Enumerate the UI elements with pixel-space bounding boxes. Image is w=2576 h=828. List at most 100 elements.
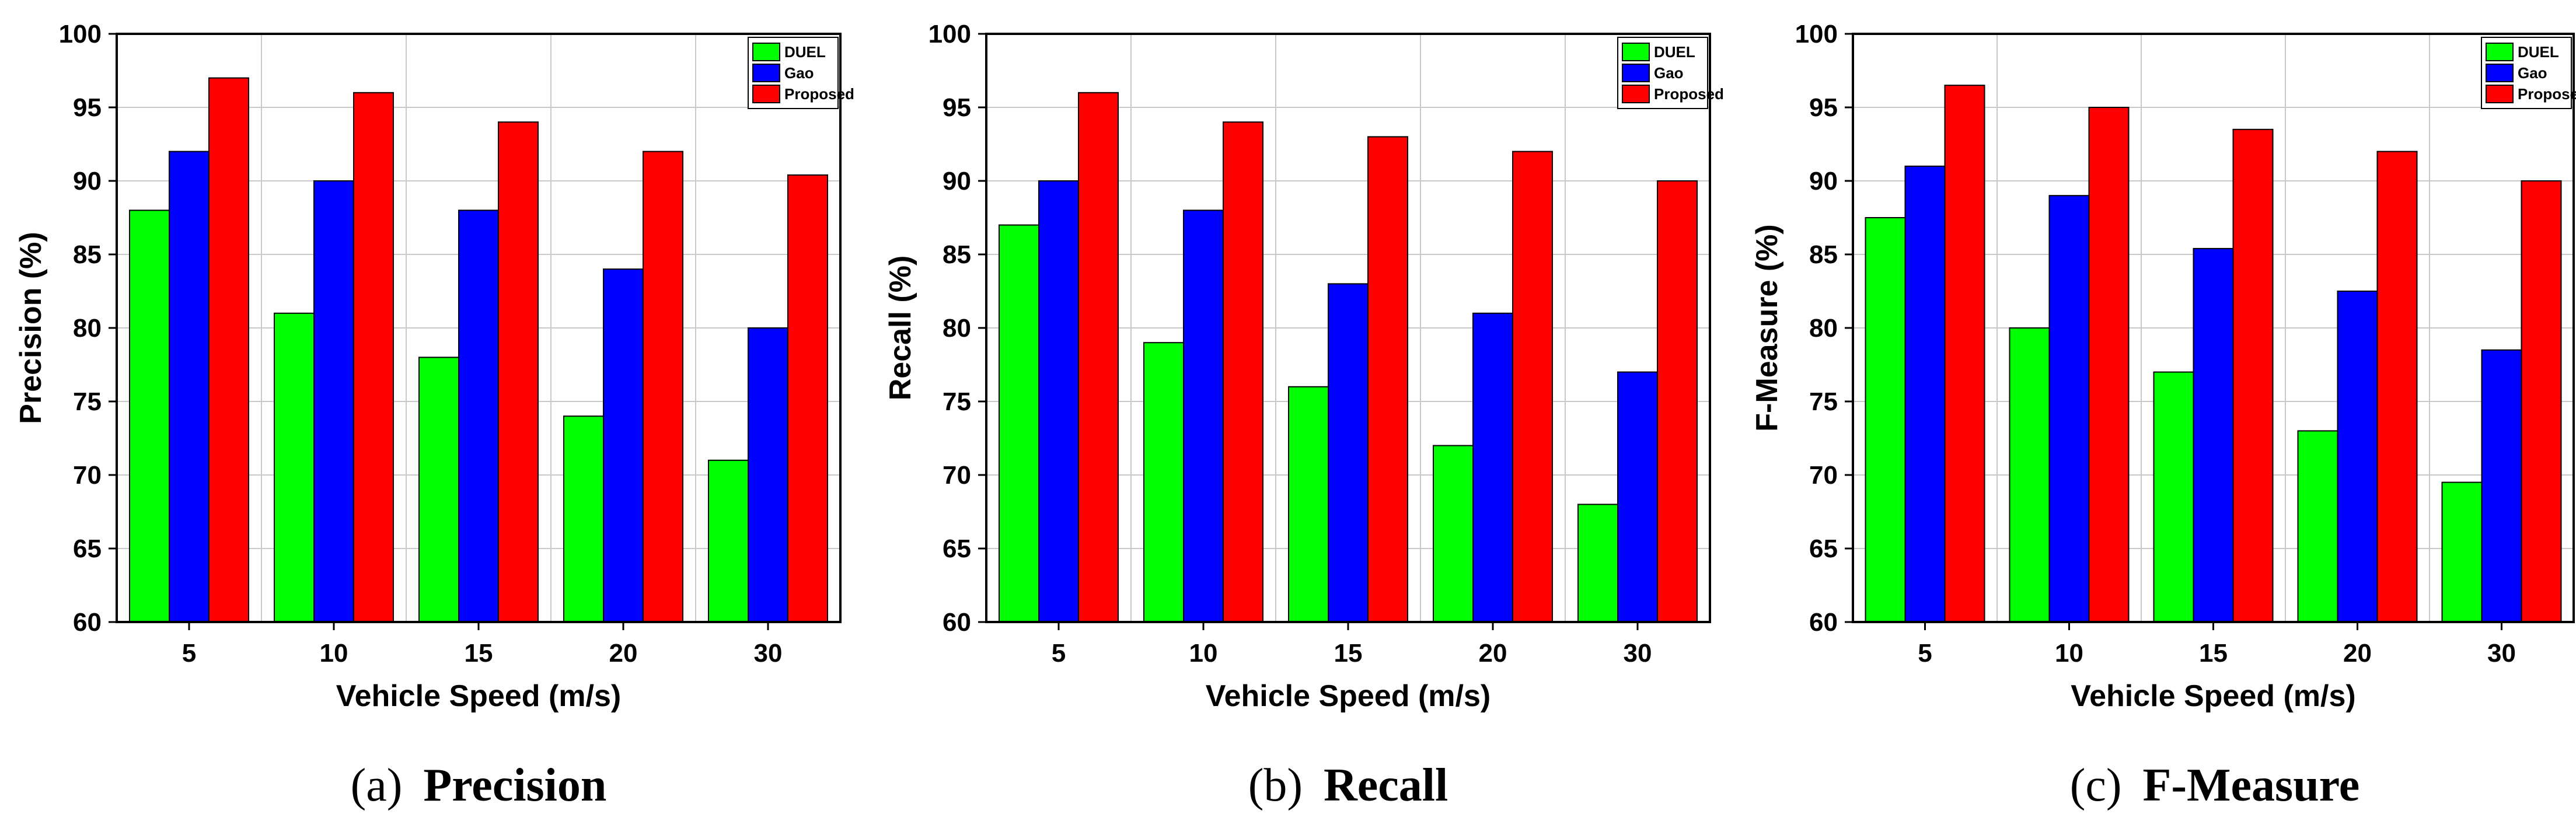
bar-gao-15 xyxy=(458,209,499,623)
y-tick-label: 85 xyxy=(73,240,102,269)
x-tick-label: 5 xyxy=(1052,639,1066,668)
y-axis-title: Recall (%) xyxy=(884,256,917,401)
chart-panel-2: 60 65 70 75 80 85 90 95 100 5 10 15 20 30 Vehicle Spee… xyxy=(884,20,1724,811)
y-tick-label: 60 xyxy=(943,608,971,637)
y-tick-label: 75 xyxy=(943,387,971,416)
bar-gao-20 xyxy=(2337,291,2378,623)
bar-duel-20 xyxy=(563,415,604,623)
y-tick-label: 95 xyxy=(1809,93,1838,122)
y-tick-label: 90 xyxy=(73,167,102,195)
bar-duel-30 xyxy=(708,459,749,623)
legend-swatch-proposed xyxy=(1622,85,1650,103)
bar-proposed-10 xyxy=(1223,121,1263,623)
plot-frame xyxy=(985,33,1711,623)
bar-proposed-5 xyxy=(208,77,249,623)
y-tick-label: 85 xyxy=(1809,240,1838,269)
bar-duel-20 xyxy=(1433,445,1474,623)
caption-title: Precision xyxy=(423,760,606,811)
legend-label-duel: DUEL xyxy=(1654,43,1695,61)
legend-label-proposed: Proposed xyxy=(784,85,854,103)
legend-label-proposed: Proposed xyxy=(2518,85,2576,103)
y-tick-label: 65 xyxy=(1809,534,1838,563)
bar-duel-10 xyxy=(274,312,315,623)
caption-title: Recall xyxy=(1324,760,1448,811)
x-axis-title: Vehicle Speed (m/s) xyxy=(2071,679,2355,713)
plot-frame xyxy=(1852,33,2575,623)
y-tick-label: 75 xyxy=(73,387,102,416)
x-tick-label: 15 xyxy=(1334,639,1363,668)
x-tick-label: 5 xyxy=(1918,639,1932,668)
bar-proposed-15 xyxy=(2232,128,2274,623)
y-tick-label: 100 xyxy=(59,20,102,48)
x-tick-label: 20 xyxy=(609,639,638,668)
bar-duel-5 xyxy=(1865,217,1906,623)
y-axis-title: F-Measure (%) xyxy=(1750,224,1784,431)
bar-proposed-5 xyxy=(1944,85,1985,623)
bar-gao-30 xyxy=(2481,349,2522,623)
legend-label-gao: Gao xyxy=(784,64,814,82)
bar-duel-30 xyxy=(1577,504,1618,623)
y-tick-label: 80 xyxy=(1809,314,1838,343)
bar-gao-5 xyxy=(1038,180,1079,623)
y-tick-label: 70 xyxy=(73,461,102,490)
legend-label-proposed: Proposed xyxy=(1654,85,1724,103)
bar-proposed-30 xyxy=(2521,180,2562,623)
bar-gao-20 xyxy=(1472,312,1513,623)
x-tick-label: 30 xyxy=(2487,639,2516,668)
bar-gao-30 xyxy=(1617,371,1658,623)
bar-duel-20 xyxy=(2297,430,2338,623)
x-tick-label: 30 xyxy=(1624,639,1652,668)
bar-duel-10 xyxy=(1143,342,1184,623)
bar-proposed-30 xyxy=(1657,180,1698,623)
legend-label-duel: DUEL xyxy=(784,43,826,61)
y-axis-title: Precision (%) xyxy=(14,232,48,424)
y-tick-label: 95 xyxy=(943,93,971,122)
x-tick-label: 10 xyxy=(320,639,348,668)
bar-proposed-20 xyxy=(2376,151,2418,623)
bar-gao-15 xyxy=(1328,283,1369,623)
plot-frame xyxy=(116,33,842,623)
bar-duel-30 xyxy=(2441,481,2483,623)
caption-title: F-Measure xyxy=(2143,760,2360,811)
y-tick-label: 70 xyxy=(943,461,971,490)
y-tick-label: 80 xyxy=(73,314,102,343)
bar-gao-10 xyxy=(1183,209,1224,623)
bar-proposed-10 xyxy=(2088,107,2130,623)
bar-duel-5 xyxy=(129,209,170,623)
bar-proposed-5 xyxy=(1078,92,1119,623)
x-tick-label: 15 xyxy=(2199,639,2228,668)
x-axis-title: Vehicle Speed (m/s) xyxy=(336,679,621,713)
x-tick-label: 5 xyxy=(182,639,196,668)
bar-gao-10 xyxy=(313,180,354,623)
y-tick-label: 60 xyxy=(1809,608,1838,637)
y-tick-label: 90 xyxy=(1809,167,1838,195)
x-tick-label: 20 xyxy=(2343,639,2372,668)
x-tick-label: 10 xyxy=(2055,639,2083,668)
y-tick-label: 80 xyxy=(943,314,971,343)
y-tick-label: 65 xyxy=(73,534,102,563)
bar-proposed-30 xyxy=(787,174,828,623)
legend-swatch-proposed xyxy=(2486,85,2514,103)
chart-panel-3: 60 65 70 75 80 85 90 95 100 5 10 15 20 30 Vehicle Spee… xyxy=(1750,20,2576,811)
bar-duel-15 xyxy=(2153,371,2194,623)
chart-panel-1: 60 65 70 75 80 85 90 95 100 5 10 15 20 30 Vehicle Spee… xyxy=(14,20,854,811)
bar-duel-15 xyxy=(1288,386,1329,623)
y-tick-label: 95 xyxy=(73,93,102,122)
panel-caption: (b) Recall xyxy=(1248,760,1448,811)
legend: DUEL Gao Proposed xyxy=(748,37,854,109)
caption-prefix: (c) xyxy=(2070,760,2122,811)
legend-swatch-gao xyxy=(2486,64,2514,82)
x-tick-label: 30 xyxy=(754,639,783,668)
legend: DUEL Gao Proposed xyxy=(2481,37,2576,109)
x-tick-label: 15 xyxy=(465,639,493,668)
x-tick-label: 20 xyxy=(1479,639,1507,668)
panel-caption: (c) F-Measure xyxy=(2070,760,2360,811)
legend-label-gao: Gao xyxy=(1654,64,1684,82)
bar-proposed-10 xyxy=(353,92,394,623)
y-tick-label: 85 xyxy=(943,240,971,269)
y-tick-label: 60 xyxy=(73,608,102,637)
caption-prefix: (b) xyxy=(1248,760,1303,811)
legend-swatch-gao xyxy=(1622,64,1650,82)
bar-duel-10 xyxy=(2009,327,2050,623)
bar-duel-5 xyxy=(999,224,1039,623)
